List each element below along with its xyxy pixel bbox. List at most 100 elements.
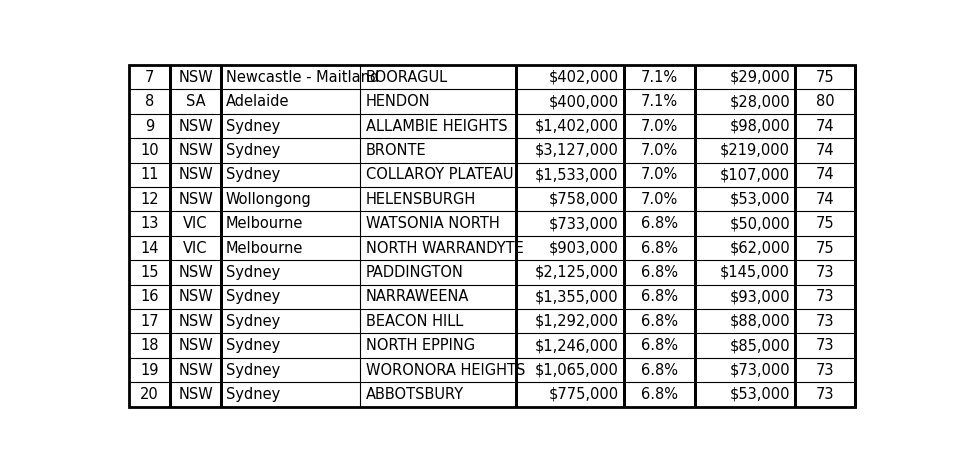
Text: BEACON HILL: BEACON HILL — [366, 314, 463, 329]
Text: 6.8%: 6.8% — [641, 265, 678, 280]
Text: COLLAROY PLATEAU: COLLAROY PLATEAU — [366, 167, 513, 182]
Text: Melbourne: Melbourne — [226, 216, 303, 231]
Text: Sydney: Sydney — [226, 338, 280, 353]
Text: 8: 8 — [145, 94, 155, 109]
Text: Sydney: Sydney — [226, 290, 280, 304]
Text: $98,000: $98,000 — [730, 119, 790, 134]
Text: Sydney: Sydney — [226, 387, 280, 402]
Text: Adelaide: Adelaide — [226, 94, 289, 109]
Text: 74: 74 — [816, 119, 834, 134]
Text: 7.1%: 7.1% — [641, 94, 678, 109]
Text: NSW: NSW — [179, 167, 213, 182]
Text: NSW: NSW — [179, 192, 213, 207]
Text: 15: 15 — [140, 265, 159, 280]
Text: HELENSBURGH: HELENSBURGH — [366, 192, 476, 207]
Text: $1,355,000: $1,355,000 — [535, 290, 618, 304]
Text: $2,125,000: $2,125,000 — [535, 265, 618, 280]
Text: 6.8%: 6.8% — [641, 338, 678, 353]
Text: 17: 17 — [140, 314, 159, 329]
Text: NSW: NSW — [179, 387, 213, 402]
Text: 7.0%: 7.0% — [641, 192, 678, 207]
Text: ALLAMBIE HEIGHTS: ALLAMBIE HEIGHTS — [366, 119, 507, 134]
Text: $903,000: $903,000 — [548, 241, 618, 255]
Text: $29,000: $29,000 — [730, 70, 790, 85]
Text: WORONORA HEIGHTS: WORONORA HEIGHTS — [366, 362, 525, 377]
Text: NSW: NSW — [179, 143, 213, 158]
Text: Wollongong: Wollongong — [226, 192, 312, 207]
Text: BOORAGUL: BOORAGUL — [366, 70, 447, 85]
Text: 14: 14 — [140, 241, 159, 255]
Text: 20: 20 — [140, 387, 159, 402]
Text: 7.0%: 7.0% — [641, 143, 678, 158]
Text: NSW: NSW — [179, 314, 213, 329]
Text: 80: 80 — [816, 94, 834, 109]
Text: $1,292,000: $1,292,000 — [535, 314, 618, 329]
Text: 6.8%: 6.8% — [641, 290, 678, 304]
Text: 7.1%: 7.1% — [641, 70, 678, 85]
Text: ABBOTSBURY: ABBOTSBURY — [366, 387, 464, 402]
Text: 9: 9 — [145, 119, 155, 134]
Text: 16: 16 — [140, 290, 159, 304]
Text: 19: 19 — [140, 362, 159, 377]
Text: Sydney: Sydney — [226, 119, 280, 134]
Text: 11: 11 — [140, 167, 159, 182]
Text: VIC: VIC — [183, 216, 207, 231]
Text: 6.8%: 6.8% — [641, 314, 678, 329]
Text: $62,000: $62,000 — [730, 241, 790, 255]
Text: 73: 73 — [816, 387, 834, 402]
Text: NSW: NSW — [179, 265, 213, 280]
Text: $733,000: $733,000 — [549, 216, 618, 231]
Text: 7.0%: 7.0% — [641, 119, 678, 134]
Text: $53,000: $53,000 — [730, 192, 790, 207]
Text: 73: 73 — [816, 362, 834, 377]
Text: $1,065,000: $1,065,000 — [535, 362, 618, 377]
Text: $400,000: $400,000 — [548, 94, 618, 109]
Text: $3,127,000: $3,127,000 — [535, 143, 618, 158]
Text: $93,000: $93,000 — [730, 290, 790, 304]
Text: Sydney: Sydney — [226, 167, 280, 182]
Text: NSW: NSW — [179, 70, 213, 85]
Text: Sydney: Sydney — [226, 314, 280, 329]
Text: $1,533,000: $1,533,000 — [535, 167, 618, 182]
Text: $758,000: $758,000 — [548, 192, 618, 207]
Text: HENDON: HENDON — [366, 94, 430, 109]
Text: 7: 7 — [145, 70, 155, 85]
Text: 75: 75 — [816, 216, 834, 231]
Text: 75: 75 — [816, 70, 834, 85]
Text: SA: SA — [185, 94, 205, 109]
Text: 6.8%: 6.8% — [641, 241, 678, 255]
Text: PADDINGTON: PADDINGTON — [366, 265, 464, 280]
Text: Sydney: Sydney — [226, 265, 280, 280]
Text: 18: 18 — [140, 338, 159, 353]
Text: $85,000: $85,000 — [730, 338, 790, 353]
Text: Sydney: Sydney — [226, 143, 280, 158]
Text: NORTH WARRANDYTE: NORTH WARRANDYTE — [366, 241, 523, 255]
Text: 6.8%: 6.8% — [641, 387, 678, 402]
Text: 73: 73 — [816, 265, 834, 280]
Text: $50,000: $50,000 — [730, 216, 790, 231]
Text: $775,000: $775,000 — [548, 387, 618, 402]
Text: NSW: NSW — [179, 362, 213, 377]
Text: 7.0%: 7.0% — [641, 167, 678, 182]
Text: NSW: NSW — [179, 119, 213, 134]
Text: $53,000: $53,000 — [730, 387, 790, 402]
Text: $73,000: $73,000 — [730, 362, 790, 377]
Text: Newcastle - Maitland: Newcastle - Maitland — [226, 70, 379, 85]
Text: NSW: NSW — [179, 338, 213, 353]
Text: VIC: VIC — [183, 241, 207, 255]
Text: $1,402,000: $1,402,000 — [535, 119, 618, 134]
Text: $1,246,000: $1,246,000 — [535, 338, 618, 353]
Text: 10: 10 — [140, 143, 159, 158]
Text: 12: 12 — [140, 192, 159, 207]
Text: 74: 74 — [816, 143, 834, 158]
Text: 73: 73 — [816, 338, 834, 353]
Text: 74: 74 — [816, 192, 834, 207]
Text: Melbourne: Melbourne — [226, 241, 303, 255]
Text: 13: 13 — [140, 216, 158, 231]
Text: $145,000: $145,000 — [720, 265, 790, 280]
Text: 73: 73 — [816, 290, 834, 304]
Text: $402,000: $402,000 — [548, 70, 618, 85]
Text: 6.8%: 6.8% — [641, 216, 678, 231]
Text: 74: 74 — [816, 167, 834, 182]
Text: 73: 73 — [816, 314, 834, 329]
